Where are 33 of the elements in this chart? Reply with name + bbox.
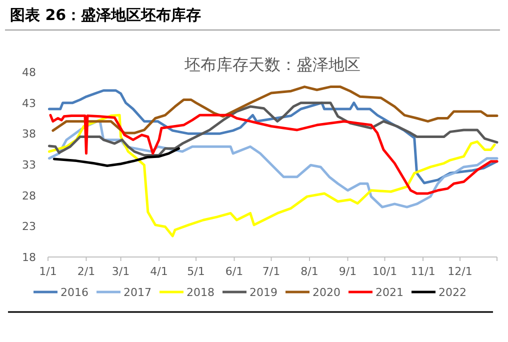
y-tick-label: 38 [22, 128, 36, 141]
x-tick-label: 7/1 [262, 265, 280, 278]
x-tick-label: 1/1 [39, 265, 57, 278]
x-tick-label: 12/1 [448, 265, 472, 278]
legend-label: 2019 [250, 286, 278, 299]
legend-label: 2017 [124, 286, 152, 299]
y-tick-label: 23 [22, 220, 36, 234]
line-series [48, 102, 498, 156]
x-tick-label: 2/1 [77, 265, 96, 278]
line-series [52, 86, 498, 134]
y-tick-label: 28 [22, 189, 36, 202]
y-tick-label: 43 [22, 96, 36, 110]
y-tick-label: 18 [22, 251, 36, 264]
line-series [48, 114, 496, 238]
x-tick-label: 11/1 [410, 265, 436, 278]
chart-subtitle: 坯布库存天数：盛泽地区 [184, 55, 360, 74]
x-tick-label: 6/1 [225, 265, 244, 278]
y-tick-label: 33 [22, 158, 36, 172]
line-series [52, 147, 180, 167]
legend-label: 2021 [376, 286, 404, 299]
x-tick-label: 8/1 [300, 265, 318, 278]
x-tick-label: 10/1 [372, 265, 398, 278]
legend-label: 2022 [438, 286, 466, 299]
x-tick-label: 3/1 [112, 265, 130, 278]
chart-title: 图表 26：盛泽地区坯布库存 [10, 6, 202, 24]
legend-label: 2020 [312, 286, 340, 299]
legend-label: 2016 [60, 286, 88, 299]
line-series [49, 114, 498, 195]
x-tick-label: 5/1 [187, 265, 205, 278]
legend-label: 2018 [186, 286, 214, 299]
y-tick-label: 48 [22, 66, 36, 79]
x-tick-label: 9/1 [338, 265, 357, 278]
x-tick-label: 4/1 [150, 265, 168, 278]
